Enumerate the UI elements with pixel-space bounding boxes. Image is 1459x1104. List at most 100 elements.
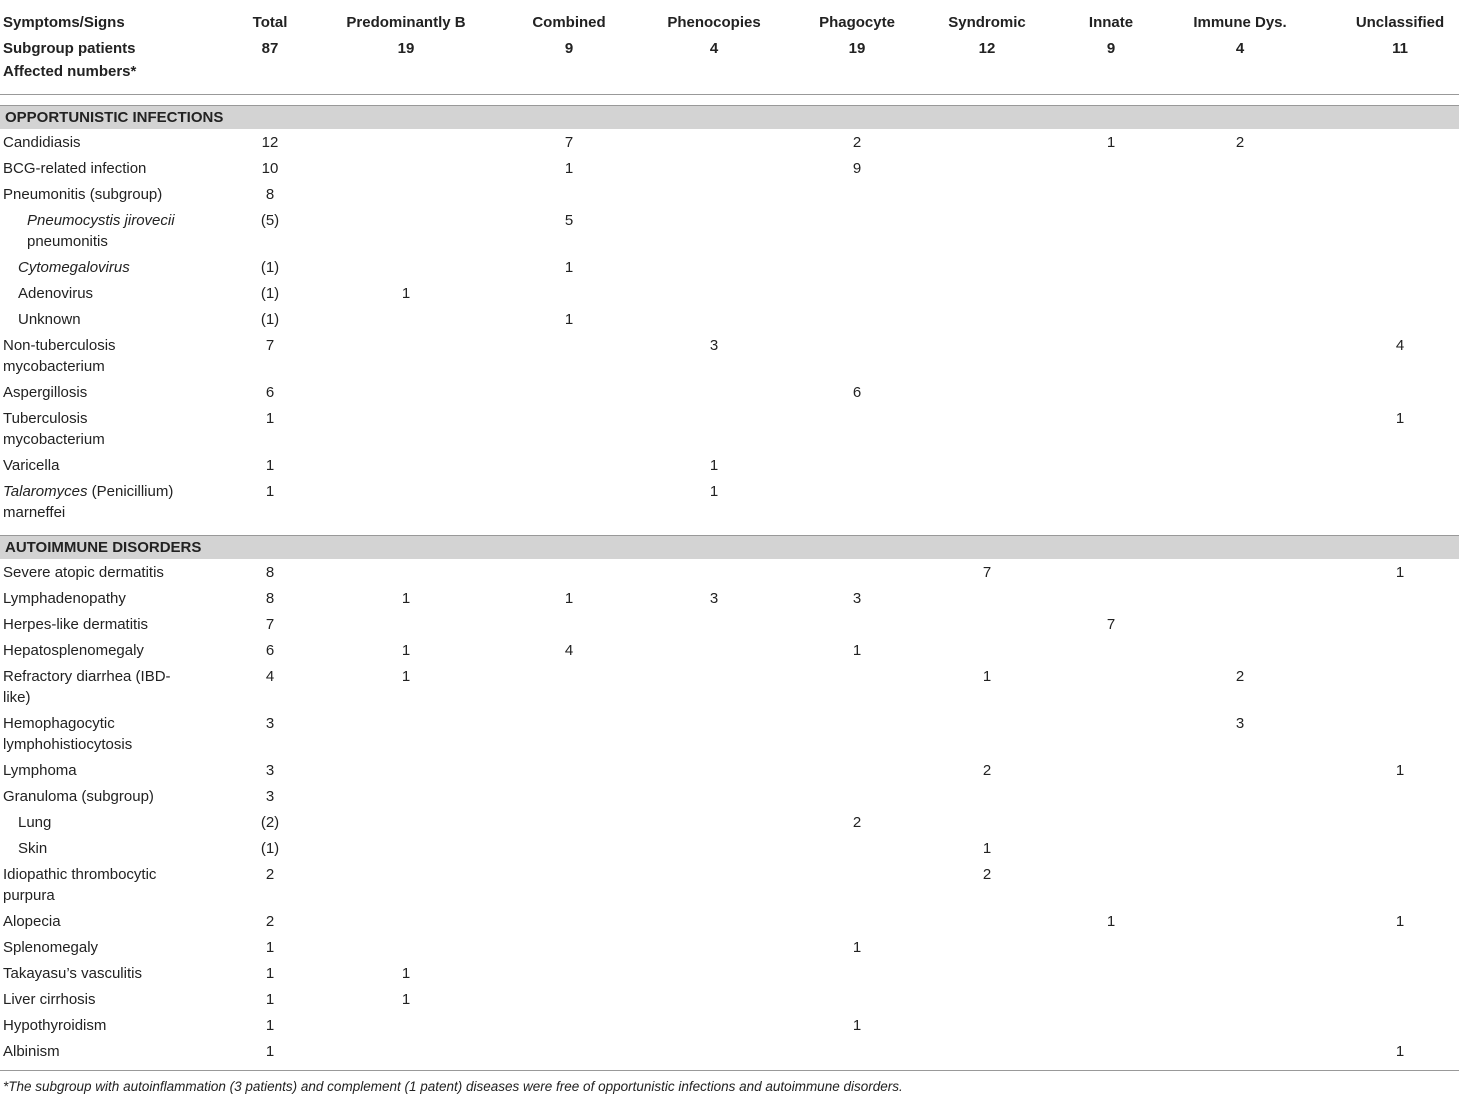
cell-value: (5) [260,212,280,229]
subgroup-count: 12 [978,40,996,57]
cell-value: 1 [401,590,411,607]
cell-value: 1 [564,590,574,607]
cell-value: 1 [265,939,275,956]
row-label: Pneumocystis jirovecii pneumonitis [0,207,197,254]
subgroup-count: 11 [1392,40,1408,57]
label-part: Talaromyces [3,483,88,500]
cell-value: 3 [265,762,275,779]
row-label: Lung [18,814,52,831]
cell-value: 6 [265,384,275,401]
row-label: Alopecia [3,913,61,930]
footnote: *The subgroup with autoinflammation (3 p… [3,1079,903,1094]
cell-value: 12 [261,134,279,151]
cell-value: 10 [261,160,279,177]
label-part: (Penicillium) marneffei [3,483,174,521]
table-row: Hypothyroidism 1 1 [0,1012,1459,1038]
cell-value: 1 [265,1043,275,1060]
cell-value: 3 [852,590,862,607]
table-row: Cytomegalovirus (1) 1 [0,254,1459,280]
cell-value: 2 [982,762,992,779]
cell-value: (1) [260,285,280,302]
cell-value: 1 [265,410,275,427]
table-row: Splenomegaly 1 1 [0,934,1459,960]
table-row: Alopecia 2 1 1 [0,908,1459,934]
row-label: Splenomegaly [3,939,99,956]
row-label: Aspergillosis [3,384,88,401]
cell-value: 1 [401,965,411,982]
row-label: Lymphoma [3,762,77,779]
subgroup-row: Subgroup patients 87 19 9 4 19 12 9 4 11 [0,35,1459,61]
cell-value: 7 [265,616,275,633]
table-row: Aspergillosis 6 6 [0,379,1459,405]
cell-value: 1 [1395,762,1405,779]
row-label: Granuloma (subgroup) [3,788,154,805]
cell-value: 2 [982,866,992,883]
cell-value: 1 [709,483,719,500]
cell-value: 3 [265,788,275,805]
cell-value: 1 [564,259,574,276]
cell-value: 1 [265,457,275,474]
table-row: Skin (1) 1 [0,835,1459,861]
header-rule [0,94,1459,95]
row-label: Talaromyces (Penicillium) marneffei [0,478,183,525]
cell-value: 1 [982,840,992,857]
cell-value: 1 [1106,913,1116,930]
cell-value: 8 [265,590,275,607]
cell-value: 3 [709,337,719,354]
row-label: Hemophagocytic lymphohistiocytosis [3,715,133,753]
label-part: Pneumocystis jirovecii [27,212,175,229]
cell-value: 1 [1395,410,1405,427]
cell-value: 1 [852,939,862,956]
table-row: Adenovirus (1) 1 [0,280,1459,306]
section-title: AUTOIMMUNE DISORDERS [0,535,1459,559]
cell-value: (1) [260,259,280,276]
cell-value: 2 [1235,134,1245,151]
cell-value: 1 [564,160,574,177]
cell-value: 1 [852,642,862,659]
row-label: Takayasu’s vasculitis [3,965,142,982]
row-label: Severe atopic dermatitis [3,564,164,581]
row-label: Albinism [3,1043,60,1060]
cell-value: 8 [265,186,275,203]
affected-label: Affected numbers* [3,63,137,80]
column-header: Innate [1088,14,1134,31]
table-row: Granuloma (subgroup) 3 [0,783,1459,809]
column-header: Unclassified [1355,14,1445,31]
table-row: Tuberculosis mycobacterium 1 1 [0,405,1459,452]
cell-value: 3 [265,715,275,732]
cell-value: 4 [564,642,574,659]
cell-value: (1) [260,311,280,328]
cell-value: 4 [265,668,275,685]
cell-value: 2 [1235,668,1245,685]
table-row: Refractory diarrhea (IBD-like) 4 1 1 2 [0,663,1459,710]
section-title: OPPORTUNISTIC INFECTIONS [0,105,1459,129]
cell-value: 1 [709,457,719,474]
cell-value: 1 [564,311,574,328]
cell-value: 7 [1106,616,1116,633]
table-row: Unknown (1) 1 [0,306,1459,332]
cell-value: 6 [852,384,862,401]
cell-value: 2 [852,134,862,151]
table-row: Hepatosplenomegaly 6 1 4 1 [0,637,1459,663]
cell-value: 2 [852,814,862,831]
row-label: Hypothyroidism [3,1017,107,1034]
table-row: Hemophagocytic lymphohistiocytosis 3 3 [0,710,1459,757]
table-row: Candidiasis 12 7 2 1 2 [0,129,1459,155]
subgroup-label: Subgroup patients [3,40,136,57]
cell-value: 2 [265,866,275,883]
row-label: Adenovirus [18,285,94,302]
cell-value: 1 [265,991,275,1008]
cell-value: 1 [265,965,275,982]
cell-value: (2) [260,814,280,831]
row-label: Skin [18,840,48,857]
cell-value: 2 [265,913,275,930]
header-label: Symptoms/Signs [3,14,125,31]
cell-value: 7 [982,564,992,581]
subgroup-count: 87 [261,40,279,57]
row-label: Cytomegalovirus [0,254,188,280]
table-row: Idiopathic thrombocytic purpura 2 2 [0,861,1459,908]
cell-value: 4 [1395,337,1405,354]
table-row: Severe atopic dermatitis 8 7 1 [0,559,1459,585]
row-label: Refractory diarrhea (IBD-like) [3,668,171,706]
cell-value: 9 [852,160,862,177]
